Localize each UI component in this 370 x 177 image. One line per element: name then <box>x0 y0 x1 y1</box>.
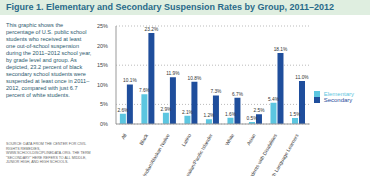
svg-text:6.7%: 6.7% <box>232 92 244 97</box>
svg-text:25%: 25% <box>97 23 108 29</box>
html-text:Elementary: Elementary <box>323 90 354 97</box>
svg-text:10.1%: 10.1% <box>123 78 137 83</box>
svg-text:23.2%: 23.2% <box>145 27 159 32</box>
svg-text:5.4%: 5.4% <box>268 97 280 102</box>
svg-text:0%: 0% <box>100 121 108 127</box>
svg-text:Latino: Latino <box>180 132 192 147</box>
svg-text:White: White <box>224 132 236 146</box>
html-text:This graphic shows the percent: This graphic shows the percentage of U.S… <box>6 22 92 98</box>
svg-text:0.5%: 0.5% <box>246 116 258 121</box>
svg-text:1.2%: 1.2% <box>203 113 215 118</box>
svg-text:2.1%: 2.1% <box>182 110 194 115</box>
svg-text:Black: Black <box>138 132 150 146</box>
svg-text:15%: 15% <box>97 62 108 68</box>
svg-text:10%: 10% <box>97 82 108 88</box>
svg-text:20%: 20% <box>97 43 108 49</box>
svg-text:5%: 5% <box>100 101 108 107</box>
svg-text:1.6%: 1.6% <box>225 112 237 117</box>
svg-text:11.9%: 11.9% <box>166 71 180 76</box>
svg-text:English Language Learners: English Language Learners <box>264 132 300 176</box>
svg-text:11.0%: 11.0% <box>295 75 309 80</box>
svg-text:7.6%: 7.6% <box>139 88 151 93</box>
html-text:Secondary: Secondary <box>323 97 353 103</box>
svg-text:American Indian/Alaskan Native: American Indian/Alaskan Native <box>130 132 171 176</box>
svg-text:2.9%: 2.9% <box>160 107 172 112</box>
svg-text:2.6%: 2.6% <box>117 108 129 113</box>
svg-text:Asian: Asian <box>245 132 257 146</box>
html-text:SOURCE: DATA FROM THE CENTER F: SOURCE: DATA FROM THE CENTER FOR CIVIL R… <box>6 142 91 165</box>
svg-text:7.3%: 7.3% <box>210 89 222 94</box>
html-text:Figure 1. Elementary and Secon: Figure 1. Elementary and Secondary Suspe… <box>6 2 335 12</box>
svg-text:Hawaiian/Pacific Islander: Hawaiian/Pacific Islander <box>181 132 214 176</box>
svg-text:1.5%: 1.5% <box>290 112 302 117</box>
svg-text:All: All <box>120 133 128 141</box>
svg-text:18.1%: 18.1% <box>274 47 288 52</box>
svg-text:2.5%: 2.5% <box>253 108 265 113</box>
svg-text:10.8%: 10.8% <box>188 76 202 81</box>
